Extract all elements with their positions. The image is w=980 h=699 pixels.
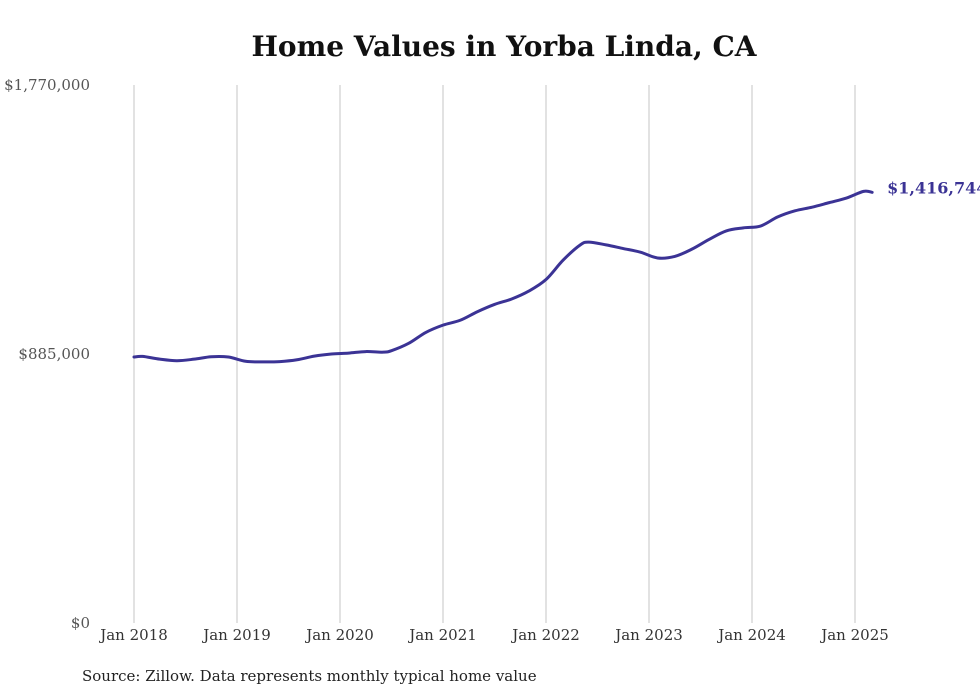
series-line (132, 189, 874, 364)
x-tick-label: Jan 2018 (98, 626, 168, 644)
source-note: Source: Zillow. Data represents monthly … (82, 667, 537, 685)
y-tick-label: $0 (71, 614, 90, 632)
x-axis-ticks: Jan 2018 Jan 2019 Jan 2020 Jan 2021 Jan 2022… (98, 626, 889, 644)
x-tick-label: Jan 2025 (819, 626, 889, 644)
chart-title: Home Values in Yorba Linda, CA (251, 30, 757, 63)
x-tick-label: Jan 2019 (201, 626, 271, 644)
y-axis-ticks: $0 $885,000 $1,770,000 (4, 76, 90, 632)
x-tick-label: Jan 2020 (304, 626, 374, 644)
y-tick-label: $885,000 (18, 345, 90, 363)
label-layer: $1,416,744 (887, 178, 980, 197)
end-value-label: $1,416,744 (887, 178, 980, 197)
series-layer (132, 189, 874, 364)
y-tick-label: $1,770,000 (4, 76, 90, 94)
x-tick-label: Jan 2021 (407, 626, 477, 644)
x-tick-label: Jan 2022 (510, 626, 580, 644)
x-tick-label: Jan 2024 (716, 626, 786, 644)
gridlines (133, 85, 856, 623)
x-tick-label: Jan 2023 (613, 626, 683, 644)
